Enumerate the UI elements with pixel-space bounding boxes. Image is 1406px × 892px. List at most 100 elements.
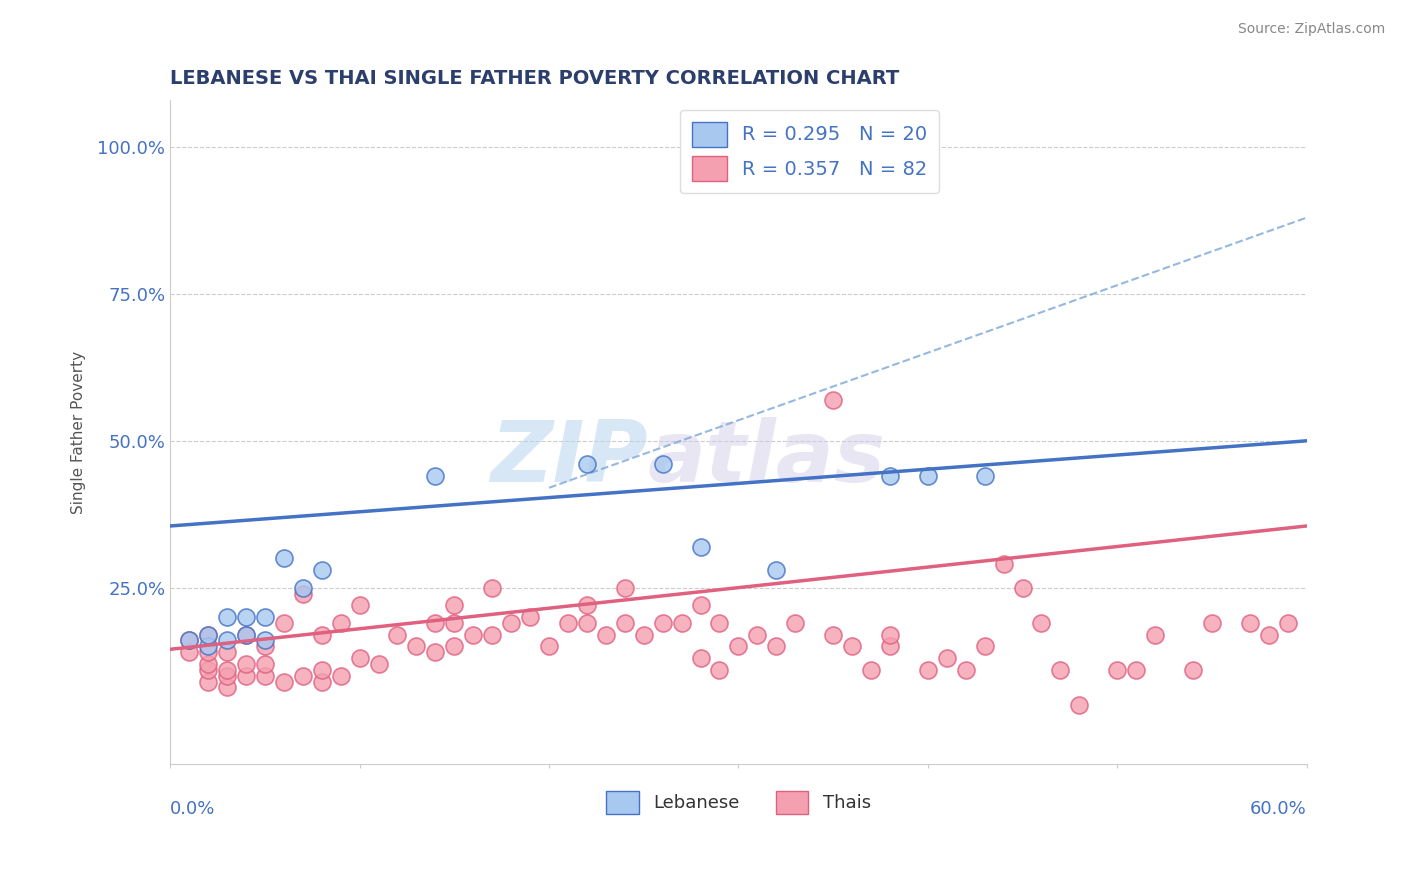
Point bbox=[179, 633, 201, 648]
Point bbox=[311, 563, 333, 577]
Point bbox=[329, 669, 352, 683]
Point bbox=[613, 581, 636, 595]
Point bbox=[1144, 627, 1167, 641]
Point bbox=[689, 651, 711, 665]
Point bbox=[595, 627, 617, 641]
Point bbox=[425, 645, 447, 659]
Point bbox=[235, 657, 257, 671]
Point bbox=[179, 633, 201, 648]
Point bbox=[349, 651, 371, 665]
Point bbox=[197, 657, 219, 671]
Point bbox=[557, 615, 579, 630]
Point bbox=[709, 663, 731, 677]
Point bbox=[1239, 615, 1261, 630]
Point bbox=[575, 615, 598, 630]
Point bbox=[215, 663, 238, 677]
Point bbox=[425, 469, 447, 483]
Point bbox=[1049, 663, 1071, 677]
Point bbox=[537, 640, 560, 654]
Point bbox=[879, 469, 901, 483]
Point bbox=[179, 645, 201, 659]
Point bbox=[463, 627, 485, 641]
Point bbox=[765, 563, 787, 577]
Point bbox=[973, 469, 995, 483]
Point bbox=[235, 627, 257, 641]
Point bbox=[311, 674, 333, 689]
Point bbox=[349, 599, 371, 613]
Point bbox=[215, 633, 238, 648]
Point bbox=[935, 651, 957, 665]
Point bbox=[329, 615, 352, 630]
Point bbox=[273, 551, 295, 566]
Legend: Lebanese, Thais: Lebanese, Thais bbox=[599, 783, 877, 822]
Point bbox=[197, 627, 219, 641]
Point bbox=[993, 557, 1015, 571]
Point bbox=[291, 586, 314, 600]
Point bbox=[689, 599, 711, 613]
Text: ZIP: ZIP bbox=[489, 417, 648, 500]
Point bbox=[879, 640, 901, 654]
Point bbox=[443, 599, 465, 613]
Point bbox=[235, 610, 257, 624]
Text: atlas: atlas bbox=[648, 417, 886, 500]
Point bbox=[253, 633, 276, 648]
Point bbox=[917, 663, 939, 677]
Point bbox=[955, 663, 977, 677]
Point bbox=[879, 627, 901, 641]
Point bbox=[1069, 698, 1091, 712]
Point bbox=[1277, 615, 1299, 630]
Text: 0.0%: 0.0% bbox=[170, 800, 215, 818]
Point bbox=[785, 615, 807, 630]
Point bbox=[1107, 663, 1129, 677]
Point bbox=[215, 669, 238, 683]
Point bbox=[253, 669, 276, 683]
Text: Source: ZipAtlas.com: Source: ZipAtlas.com bbox=[1237, 22, 1385, 37]
Point bbox=[651, 458, 673, 472]
Point bbox=[1011, 581, 1033, 595]
Point bbox=[859, 663, 882, 677]
Point bbox=[291, 669, 314, 683]
Point bbox=[311, 627, 333, 641]
Text: 60.0%: 60.0% bbox=[1250, 800, 1306, 818]
Point bbox=[215, 610, 238, 624]
Point bbox=[215, 681, 238, 695]
Point bbox=[481, 627, 503, 641]
Point bbox=[387, 627, 409, 641]
Point bbox=[709, 615, 731, 630]
Point bbox=[253, 640, 276, 654]
Point bbox=[765, 640, 787, 654]
Point bbox=[1257, 627, 1279, 641]
Point bbox=[197, 640, 219, 654]
Point bbox=[197, 645, 219, 659]
Point bbox=[405, 640, 427, 654]
Text: LEBANESE VS THAI SINGLE FATHER POVERTY CORRELATION CHART: LEBANESE VS THAI SINGLE FATHER POVERTY C… bbox=[170, 69, 900, 87]
Point bbox=[823, 627, 845, 641]
Point bbox=[481, 581, 503, 595]
Point bbox=[197, 627, 219, 641]
Point bbox=[671, 615, 693, 630]
Point bbox=[425, 615, 447, 630]
Point bbox=[1125, 663, 1147, 677]
Y-axis label: Single Father Poverty: Single Father Poverty bbox=[72, 351, 86, 514]
Point bbox=[747, 627, 769, 641]
Point bbox=[727, 640, 749, 654]
Point bbox=[917, 469, 939, 483]
Point bbox=[841, 640, 863, 654]
Point bbox=[575, 599, 598, 613]
Point bbox=[651, 615, 673, 630]
Point bbox=[823, 392, 845, 407]
Point bbox=[291, 581, 314, 595]
Point bbox=[501, 615, 523, 630]
Point bbox=[273, 615, 295, 630]
Point bbox=[367, 657, 389, 671]
Point bbox=[1201, 615, 1223, 630]
Point bbox=[443, 640, 465, 654]
Point bbox=[689, 540, 711, 554]
Point bbox=[1182, 663, 1205, 677]
Point bbox=[633, 627, 655, 641]
Point bbox=[253, 610, 276, 624]
Point bbox=[235, 627, 257, 641]
Point bbox=[613, 615, 636, 630]
Point bbox=[273, 674, 295, 689]
Point bbox=[575, 458, 598, 472]
